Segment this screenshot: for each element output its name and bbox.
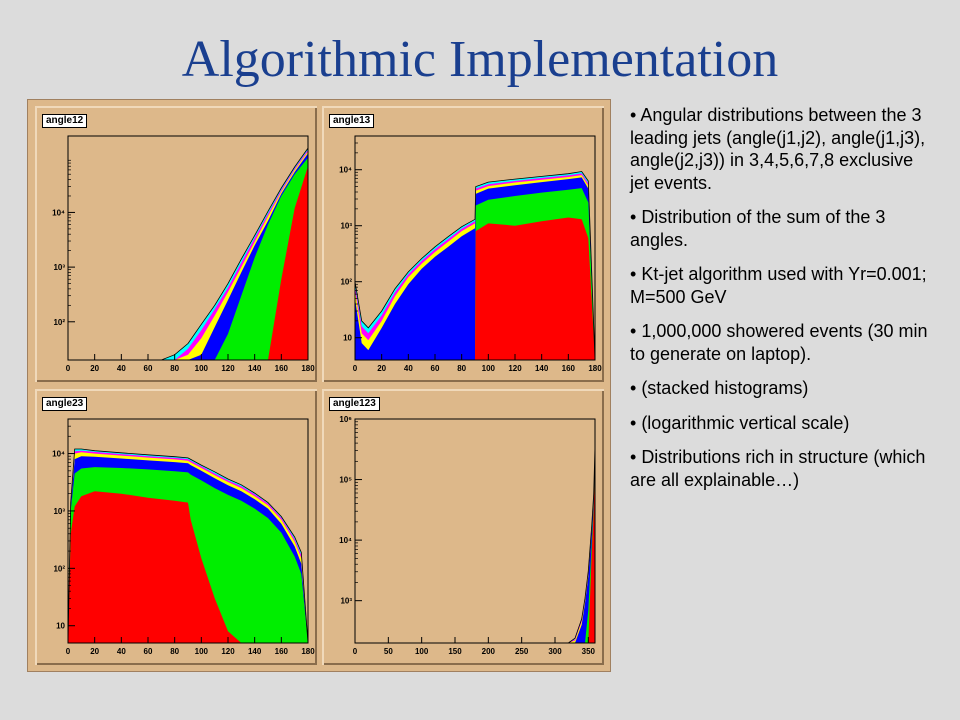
- pad-angle12: 0 20 40 60 80 100 120 140 160 180 10² 10³ 10⁴ angle1…: [35, 106, 317, 382]
- y-tick-label: 10³: [340, 222, 352, 231]
- plot-frame: [67, 135, 309, 361]
- bullet-item: Angular distributions between the 3 lead…: [630, 104, 930, 194]
- bullet-item: (logarithmic vertical scale): [630, 412, 930, 435]
- stack-total-outline: [67, 448, 309, 644]
- x-tick-label: 140: [248, 364, 262, 373]
- stack-layer-1: [568, 455, 595, 643]
- x-tick-label: 80: [457, 364, 466, 373]
- chart-angle123: 0 50 100 150 200 250 300 350 10³ 10⁴ 10⁵ 10⁶: [339, 415, 596, 656]
- y-tick-label: 10⁴: [52, 208, 65, 217]
- x-tick-label: 100: [195, 364, 209, 373]
- y-tick-label: 10⁴: [52, 450, 65, 459]
- x-tick-label: 60: [431, 364, 440, 373]
- y-tick-label: 10²: [53, 564, 65, 573]
- histogram-name-label: angle13: [329, 114, 375, 128]
- x-tick-label: 100: [415, 647, 429, 656]
- pad-angle23: 0 20 40 60 80 100 120 140 160 180 10 10² 10³ 10⁴ angl…: [35, 389, 317, 665]
- bullet-item: Distributions rich in structure (which a…: [630, 446, 930, 491]
- y-tick-label: 10⁶: [339, 415, 352, 424]
- x-tick-label: 140: [248, 647, 262, 656]
- x-tick-label: 80: [170, 364, 179, 373]
- x-tick-label: 60: [144, 364, 153, 373]
- bullet-item: Kt-jet algorithm used with Yr=0.001; M=5…: [630, 263, 930, 308]
- x-tick-label: 180: [588, 364, 602, 373]
- plot-frame: [354, 418, 596, 644]
- y-tick-label: 10⁵: [339, 476, 352, 485]
- y-tick-label: 10³: [340, 597, 352, 606]
- y-tick-label: 10: [56, 622, 65, 631]
- pad-angle13: 0 20 40 60 80 100 120 140 160 180 10 10² 10³ 10⁴ angl…: [322, 106, 604, 382]
- x-tick-label: 140: [535, 364, 549, 373]
- slide-title: Algorithmic Implementation: [181, 31, 779, 88]
- stack-total-outline: [161, 147, 309, 361]
- x-tick-label: 100: [195, 647, 209, 656]
- stack-total-outline: [354, 171, 596, 361]
- histogram-name-label: angle12: [42, 114, 88, 128]
- bullet-item: 1,000,000 showered events (30 min to gen…: [630, 320, 930, 365]
- x-tick-label: 40: [404, 364, 413, 373]
- x-tick-label: 0: [66, 364, 71, 373]
- x-tick-label: 350: [582, 647, 596, 656]
- chart-angle13: 0 20 40 60 80 100 120 140 160 180 10 10² 10³ 10⁴: [339, 135, 602, 373]
- histogram-name-label: angle23: [42, 397, 88, 411]
- x-tick-label: 160: [562, 364, 576, 373]
- y-tick-label: 10: [343, 334, 352, 343]
- stack-layer-3: [568, 448, 595, 643]
- x-tick-label: 0: [353, 364, 358, 373]
- x-tick-label: 180: [301, 364, 315, 373]
- x-tick-label: 20: [90, 647, 99, 656]
- x-tick-label: 120: [508, 364, 522, 373]
- chart-angle23: 0 20 40 60 80 100 120 140 160 180 10 10² 10³ 10⁴: [52, 418, 315, 656]
- x-tick-label: 40: [117, 364, 126, 373]
- x-tick-label: 150: [448, 647, 462, 656]
- x-tick-label: 250: [515, 647, 529, 656]
- y-tick-label: 10²: [340, 278, 352, 287]
- y-tick-label: 10³: [53, 263, 65, 272]
- x-tick-label: 0: [66, 647, 71, 656]
- plot-area: [355, 419, 595, 643]
- histogram-canvas: 0 20 40 60 80 100 120 140 160 180 10² 10³ 10⁴ angle1…: [27, 99, 611, 672]
- histogram-name-label: angle123: [329, 397, 380, 411]
- y-tick-label: 10²: [53, 318, 65, 327]
- x-tick-label: 100: [482, 364, 496, 373]
- stack-layer-1: [355, 217, 595, 360]
- bullet-item: Distribution of the sum of the 3 angles.: [630, 206, 930, 251]
- plot-frame: [67, 418, 309, 644]
- x-tick-label: 180: [301, 647, 315, 656]
- stack-layer-1: [68, 491, 308, 643]
- y-tick-label: 10³: [53, 507, 65, 516]
- bullet-list: Angular distributions between the 3 lead…: [630, 104, 930, 503]
- chart-angle12: 0 20 40 60 80 100 120 140 160 180 10² 10³ 10⁴: [52, 135, 315, 373]
- x-tick-label: 80: [170, 647, 179, 656]
- stack-layer-1: [161, 166, 308, 360]
- x-tick-label: 120: [221, 647, 235, 656]
- x-tick-label: 120: [221, 364, 235, 373]
- stack-layer-2: [161, 157, 308, 360]
- x-tick-label: 20: [377, 364, 386, 373]
- stack-total-outline: [568, 445, 596, 644]
- x-tick-label: 160: [275, 647, 289, 656]
- pad-angle123: 0 50 100 150 200 250 300 350 10³ 10⁴ 10⁵ 10⁶ angle1…: [322, 389, 604, 665]
- y-tick-label: 10⁴: [339, 536, 352, 545]
- x-tick-label: 40: [117, 647, 126, 656]
- x-tick-label: 300: [548, 647, 562, 656]
- x-tick-label: 160: [275, 364, 289, 373]
- x-tick-label: 50: [384, 647, 393, 656]
- x-tick-label: 20: [90, 364, 99, 373]
- x-tick-label: 200: [482, 647, 496, 656]
- x-tick-label: 60: [144, 647, 153, 656]
- y-tick-label: 10⁴: [339, 166, 352, 175]
- bullet-item: (stacked histograms): [630, 377, 930, 400]
- x-tick-label: 0: [353, 647, 358, 656]
